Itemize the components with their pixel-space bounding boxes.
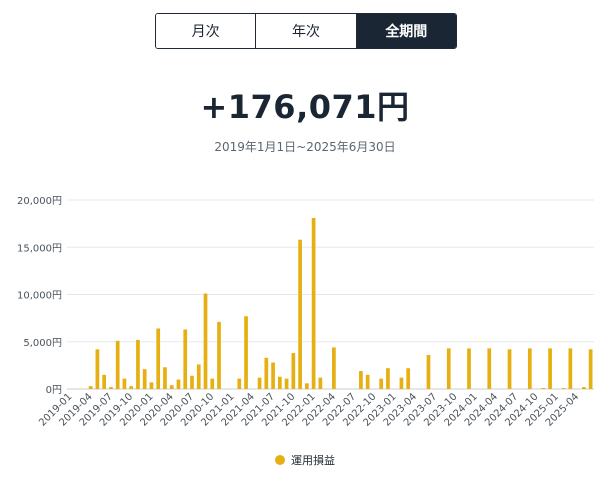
bar-2025-05[interactable] (582, 387, 586, 389)
bar-2025-03[interactable] (568, 348, 573, 389)
bar-2023-12[interactable] (467, 348, 471, 389)
bar-2023-02[interactable] (399, 377, 404, 389)
bar-2022-02[interactable] (318, 377, 323, 389)
bar-2019-09[interactable] (122, 378, 127, 389)
y-tick-label: 5,000円 (23, 338, 62, 349)
bar-2020-09[interactable] (203, 293, 208, 389)
bar-2020-11[interactable] (217, 321, 221, 389)
bar-2019-08[interactable] (115, 340, 120, 389)
bar-2024-09[interactable] (527, 348, 532, 389)
tab-all-time[interactable]: 全期間 (355, 14, 456, 48)
bar-2022-11[interactable] (379, 378, 384, 389)
bar-2022-04[interactable] (332, 347, 336, 389)
bar-2020-07[interactable] (190, 375, 194, 389)
bar-2019-05[interactable] (95, 349, 100, 389)
tab-monthly[interactable]: 月次 (156, 14, 256, 48)
bar-2021-10[interactable] (291, 353, 296, 389)
legend-label: 運用損益 (291, 454, 335, 467)
bar-2021-02[interactable] (237, 378, 242, 389)
bar-2020-02[interactable] (156, 328, 161, 389)
bar-2019-04[interactable] (88, 386, 93, 389)
y-tick-label: 0円 (46, 385, 62, 396)
y-tick-label: 20,000円 (17, 196, 62, 207)
date-range: 2019年1月1日~2025年6月30日 (214, 140, 396, 154)
bar-2022-09[interactable] (365, 374, 370, 389)
bar-2023-06[interactable] (426, 354, 431, 389)
bar-2023-09[interactable] (446, 348, 451, 389)
bar-2021-05[interactable] (257, 377, 262, 389)
bar-2023-03[interactable] (406, 368, 411, 389)
bar-2019-11[interactable] (136, 339, 140, 389)
bar-2022-08[interactable] (359, 371, 363, 389)
bar-2022-01[interactable] (311, 217, 316, 389)
bar-2025-02[interactable] (561, 388, 566, 389)
bar-2019-10[interactable] (129, 386, 134, 389)
chart-legend: 運用損益 (0, 452, 610, 468)
bar-2020-10[interactable] (210, 378, 215, 389)
bar-2019-12[interactable] (142, 369, 147, 389)
bar-2021-07[interactable] (271, 362, 275, 389)
bar-2024-12[interactable] (548, 348, 552, 389)
bar-2020-05[interactable] (176, 379, 181, 389)
legend-marker (275, 455, 285, 465)
y-tick-label: 15,000円 (17, 243, 62, 254)
y-tick-label: 10,000円 (17, 291, 62, 302)
bar-2024-03[interactable] (487, 348, 492, 389)
bar-2020-06[interactable] (183, 329, 188, 389)
total-profit: +176,071円 (200, 88, 410, 126)
bar-2021-08[interactable] (277, 376, 282, 389)
bar-2021-11[interactable] (298, 239, 302, 389)
tab-yearly[interactable]: 年次 (255, 14, 356, 48)
profit-bar-chart: 0円5,000円10,000円15,000円20,000円2019-012019… (17, 196, 594, 429)
bar-2021-12[interactable] (304, 383, 309, 389)
bar-2025-06[interactable] (588, 349, 593, 389)
bar-2021-06[interactable] (264, 357, 269, 389)
bar-2021-09[interactable] (284, 378, 289, 389)
bar-2020-04[interactable] (169, 385, 174, 389)
bar-2020-03[interactable] (163, 367, 167, 389)
period-tabs: 月次 年次 全期間 (155, 13, 457, 49)
bar-2020-08[interactable] (196, 364, 201, 389)
bar-2024-11[interactable] (541, 388, 546, 389)
bar-2019-07[interactable] (109, 387, 113, 389)
bar-2024-06[interactable] (507, 349, 512, 389)
bar-2020-01[interactable] (149, 382, 154, 389)
bar-2022-12[interactable] (386, 368, 390, 389)
bar-2019-06[interactable] (102, 374, 107, 389)
bar-2021-03[interactable] (244, 316, 248, 389)
